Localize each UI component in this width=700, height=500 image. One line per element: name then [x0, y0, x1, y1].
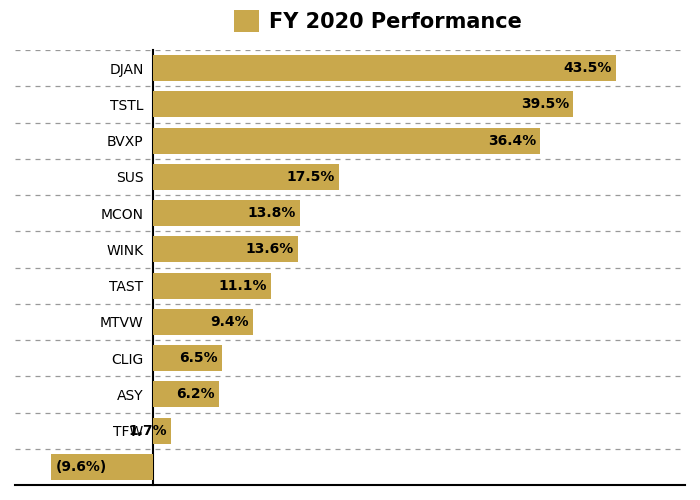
Bar: [153, 236, 298, 262]
Text: 6.5%: 6.5%: [179, 351, 218, 365]
Text: 17.5%: 17.5%: [287, 170, 335, 184]
Bar: [153, 309, 253, 335]
Text: 13.6%: 13.6%: [246, 242, 293, 256]
Bar: [153, 164, 340, 190]
Bar: [153, 345, 223, 371]
Text: 11.1%: 11.1%: [218, 278, 267, 292]
Text: 36.4%: 36.4%: [488, 134, 536, 147]
Bar: [51, 454, 153, 480]
Bar: [153, 55, 616, 81]
Text: 6.2%: 6.2%: [176, 388, 215, 402]
Bar: [153, 382, 219, 407]
Text: 1.7%: 1.7%: [129, 424, 167, 438]
Text: 43.5%: 43.5%: [564, 61, 612, 75]
Bar: [153, 272, 272, 298]
Bar: [153, 92, 573, 118]
Text: 13.8%: 13.8%: [247, 206, 296, 220]
Text: 39.5%: 39.5%: [521, 98, 569, 112]
Text: 9.4%: 9.4%: [210, 315, 249, 329]
Bar: [153, 418, 172, 444]
Legend: FY 2020 Performance: FY 2020 Performance: [234, 10, 522, 32]
Bar: [153, 200, 300, 226]
Bar: [153, 128, 540, 154]
Text: (9.6%): (9.6%): [55, 460, 106, 474]
